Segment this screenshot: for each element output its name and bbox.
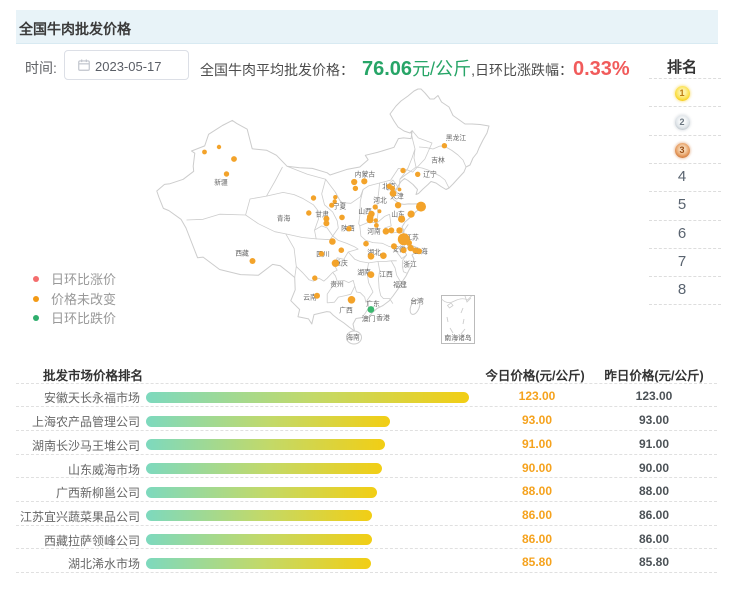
svg-text:吉林: 吉林 (431, 156, 445, 165)
svg-text:湖北: 湖北 (367, 248, 381, 257)
svg-text:湖南: 湖南 (357, 268, 371, 277)
svg-text:宁夏: 宁夏 (333, 202, 347, 211)
svg-text:山东: 山东 (391, 210, 405, 219)
svg-text:青海: 青海 (277, 214, 291, 223)
svg-text:江西: 江西 (379, 271, 393, 279)
svg-text:台湾: 台湾 (410, 297, 424, 306)
svg-text:山西: 山西 (358, 207, 372, 216)
svg-text:广东: 广东 (366, 299, 380, 308)
svg-text:天津: 天津 (390, 193, 404, 201)
svg-text:新疆: 新疆 (214, 178, 228, 187)
svg-text:香港: 香港 (376, 313, 390, 322)
svg-text:澳门: 澳门 (362, 314, 376, 323)
svg-text:内蒙古: 内蒙古 (355, 170, 376, 179)
svg-text:安徽: 安徽 (392, 245, 406, 254)
svg-text:西藏: 西藏 (235, 249, 249, 258)
svg-text:广西: 广西 (339, 306, 353, 315)
svg-text:云南: 云南 (303, 293, 317, 302)
svg-text:海南: 海南 (346, 333, 360, 342)
svg-text:黑龙江: 黑龙江 (446, 133, 467, 142)
svg-text:贵州: 贵州 (330, 280, 344, 289)
svg-text:重庆: 重庆 (334, 259, 348, 268)
svg-text:浙江: 浙江 (403, 260, 417, 269)
svg-text:甘肃: 甘肃 (315, 210, 329, 219)
svg-text:河北: 河北 (373, 197, 387, 205)
svg-text:辽宁: 辽宁 (423, 170, 437, 179)
svg-text:河南: 河南 (367, 227, 381, 236)
svg-text:福建: 福建 (393, 280, 407, 289)
svg-text:南海诸岛: 南海诸岛 (444, 333, 471, 342)
svg-text:江苏: 江苏 (405, 233, 419, 242)
